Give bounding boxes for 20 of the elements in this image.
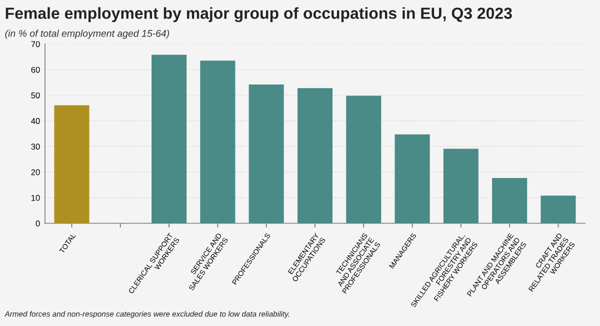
bar <box>540 196 576 224</box>
bar <box>492 178 528 224</box>
y-tick-label: 60 <box>31 66 40 73</box>
y-tick-label: 50 <box>31 92 40 98</box>
y-tick-label: 70 <box>31 41 40 48</box>
bar <box>248 84 284 224</box>
y-tick-label: 0 <box>36 220 40 226</box>
bar <box>443 148 478 224</box>
y-tick-label: 40 <box>31 118 40 124</box>
chart-title: Female employment by major group of occupations in EU, Q3 2023 <box>6 7 512 22</box>
chart-subtitle: (in % of total employment aged 15-64) <box>5 30 170 39</box>
y-tick-label: 30 <box>31 144 40 150</box>
bar <box>394 134 430 224</box>
bar <box>152 54 187 224</box>
bar <box>346 96 382 224</box>
y-tick-label: 20 <box>31 169 40 176</box>
bar <box>297 88 333 224</box>
y-tick-label: 10 <box>32 194 40 201</box>
bar <box>54 105 90 224</box>
bar <box>200 60 236 224</box>
